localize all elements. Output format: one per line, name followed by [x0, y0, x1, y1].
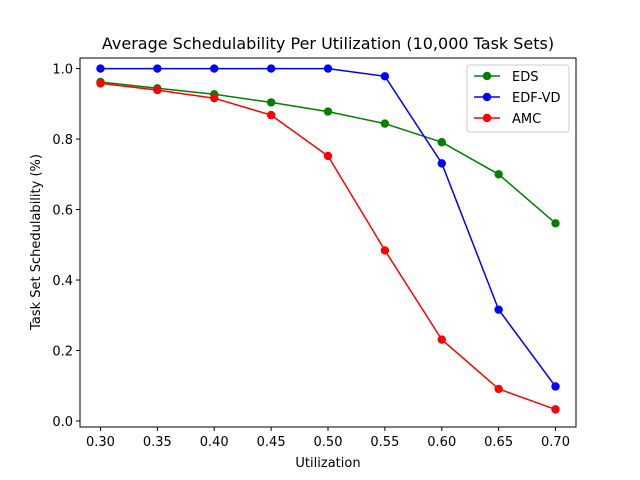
data-point — [494, 384, 503, 394]
data-point — [437, 138, 446, 147]
x-tick-label: 0.60 — [427, 435, 456, 450]
legend-item: EDS — [474, 70, 538, 85]
data-point — [210, 93, 219, 103]
legend-item: EDF-VD — [474, 91, 561, 106]
data-point — [380, 72, 390, 81]
data-point — [551, 382, 560, 391]
data-point — [266, 110, 276, 120]
legend-label: EDS — [512, 70, 538, 85]
legend-item: AMC — [474, 112, 541, 127]
y-tick-label: 0.4 — [52, 274, 73, 289]
data-point — [551, 405, 560, 414]
data-point — [494, 305, 503, 314]
series-group — [96, 64, 560, 414]
x-tick-label: 0.65 — [484, 435, 513, 450]
x-tick-label: 0.40 — [200, 435, 229, 450]
x-axis-label: Utilization — [295, 456, 360, 471]
y-axis-label: Task Set Schedulability (%) — [29, 154, 44, 331]
data-point — [210, 64, 219, 73]
x-tick-label: 0.45 — [257, 435, 286, 450]
data-point — [266, 64, 276, 73]
legend-marker — [482, 113, 492, 123]
data-point — [323, 107, 333, 116]
data-point — [96, 79, 105, 88]
data-point — [323, 151, 333, 161]
y-tick-label: 0.6 — [52, 204, 73, 219]
data-point — [494, 170, 503, 179]
legend: EDS EDF-VD AMC — [466, 64, 570, 133]
data-point — [96, 64, 105, 73]
series-edf-vd — [96, 64, 560, 391]
legend-label: EDF-VD — [512, 91, 561, 106]
y-axis-ticks: 0.0 0.2 0.4 0.6 0.8 1.0 — [52, 63, 80, 430]
data-point — [266, 98, 276, 107]
chart-title: Average Schedulability Per Utilization (… — [102, 34, 554, 53]
x-tick-label: 0.30 — [86, 435, 115, 450]
x-axis-ticks: 0.30 0.35 0.40 0.45 0.50 0.55 0.60 0.65 0.70 — [86, 427, 570, 450]
y-tick-label: 0.2 — [52, 345, 73, 360]
series-amc — [96, 79, 560, 414]
x-tick-label: 0.70 — [541, 435, 570, 450]
data-point — [153, 64, 162, 73]
data-point — [551, 219, 560, 228]
y-tick-label: 0.8 — [52, 133, 73, 148]
data-point — [437, 159, 446, 168]
data-point — [380, 246, 390, 255]
data-point — [380, 119, 390, 128]
x-tick-label: 0.35 — [143, 435, 172, 450]
data-point — [153, 85, 162, 95]
legend-box — [466, 64, 570, 133]
data-point — [437, 335, 446, 344]
x-tick-label: 0.55 — [370, 435, 399, 450]
data-point — [323, 64, 333, 73]
y-tick-label: 1.0 — [52, 63, 73, 78]
x-tick-label: 0.50 — [314, 435, 343, 450]
legend-marker — [482, 92, 492, 102]
legend-marker — [482, 71, 492, 81]
y-tick-label: 0.0 — [52, 415, 73, 430]
legend-label: AMC — [512, 112, 541, 127]
